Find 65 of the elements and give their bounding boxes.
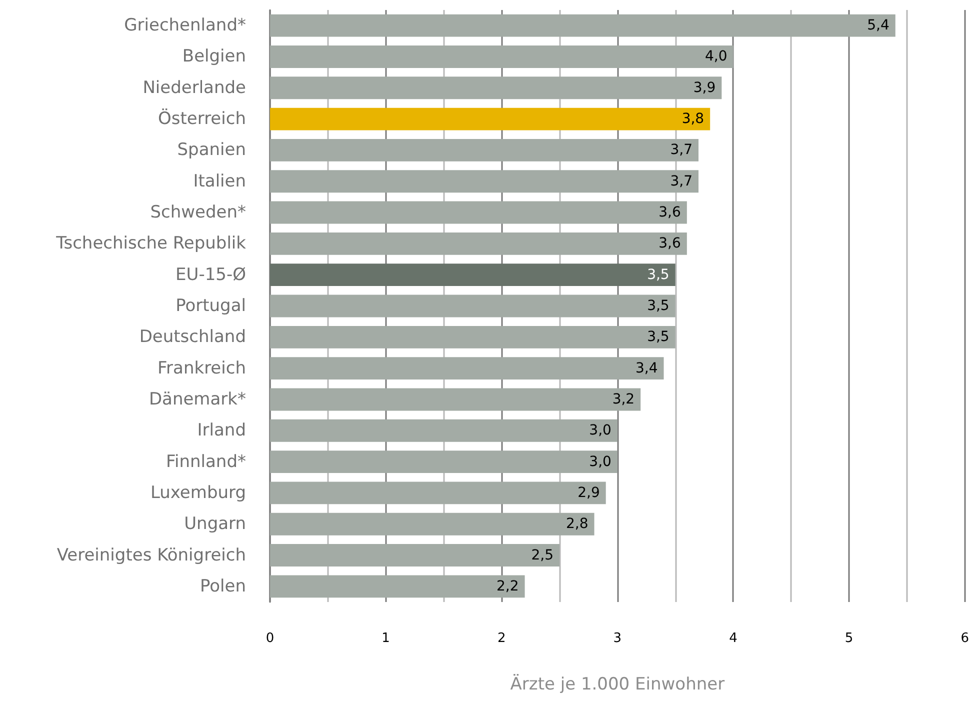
y-tick-label: Vereinigtes Königreich xyxy=(56,545,246,566)
data-label: 3,9 xyxy=(693,80,716,96)
y-tick-label: Ungarn xyxy=(184,514,246,534)
data-label: 3,4 xyxy=(635,360,658,376)
bar xyxy=(270,232,687,255)
x-tick-label: 0 xyxy=(266,631,274,646)
bar xyxy=(270,294,676,318)
bar xyxy=(270,482,606,504)
data-label: 3,6 xyxy=(658,236,682,252)
y-tick-label: Österreich xyxy=(158,108,246,130)
data-label: 4,0 xyxy=(704,48,728,65)
bar xyxy=(270,76,722,100)
y-tick-label: Finnland* xyxy=(166,452,246,472)
y-tick-label: Polen xyxy=(200,576,246,596)
y-tick-label: Irland xyxy=(197,420,246,441)
data-label: 2,2 xyxy=(496,578,519,594)
bar xyxy=(270,264,676,286)
bar xyxy=(270,575,525,598)
x-tick-label: 1 xyxy=(382,631,390,646)
x-tick-label: 5 xyxy=(844,631,854,646)
data-label: 3,6 xyxy=(658,204,682,221)
bar xyxy=(270,201,687,224)
y-tick-label: Frankreich xyxy=(158,358,246,378)
bar xyxy=(270,108,710,130)
y-tick-label: Deutschland xyxy=(139,327,246,348)
data-label: 3,5 xyxy=(647,298,670,314)
y-tick-label: Niederlande xyxy=(142,78,246,98)
y-tick-label: Portugal xyxy=(176,296,246,316)
y-tick-label: Luxemburg xyxy=(150,482,246,503)
x-tick-label: 2 xyxy=(497,631,506,646)
bar xyxy=(270,388,641,411)
data-label: 2,9 xyxy=(578,484,600,501)
bar xyxy=(270,357,664,380)
y-tick-label: Griechenland* xyxy=(124,16,246,36)
y-tick-label: Tschechische Republik xyxy=(55,234,246,254)
data-label: 3,7 xyxy=(670,173,692,190)
data-label: 5,4 xyxy=(867,18,890,34)
bar xyxy=(270,450,618,474)
x-tick-label: 6 xyxy=(960,631,970,646)
data-label: 3,7 xyxy=(670,142,692,158)
bar xyxy=(270,512,594,536)
data-label: 3,2 xyxy=(612,391,635,408)
data-label: 3,0 xyxy=(589,454,612,470)
data-label: 3,0 xyxy=(589,422,612,439)
data-label: 2,8 xyxy=(566,516,588,532)
bar xyxy=(270,138,698,162)
bar xyxy=(270,46,734,68)
x-axis-title: Ärzte je 1.000 Einwohner xyxy=(510,674,725,694)
y-tick-label: Schweden* xyxy=(150,202,246,223)
x-tick-label: 3 xyxy=(613,631,622,646)
x-tick-label: 4 xyxy=(729,631,738,646)
bar xyxy=(270,326,676,348)
y-tick-label: Belgien xyxy=(182,46,246,67)
data-label: 2,5 xyxy=(531,547,554,564)
data-label: 3,5 xyxy=(647,266,670,283)
bar xyxy=(270,544,560,566)
bar xyxy=(270,170,698,193)
data-label: 3,8 xyxy=(682,111,704,128)
y-tick-label: Spanien xyxy=(177,140,246,160)
y-tick-label: EU-15-Ø xyxy=(176,264,246,285)
y-tick-label: Dänemark* xyxy=(148,389,246,410)
bar xyxy=(270,14,896,37)
y-tick-label: Italien xyxy=(193,171,246,192)
data-label: 3,5 xyxy=(647,329,670,346)
bar xyxy=(270,419,618,442)
